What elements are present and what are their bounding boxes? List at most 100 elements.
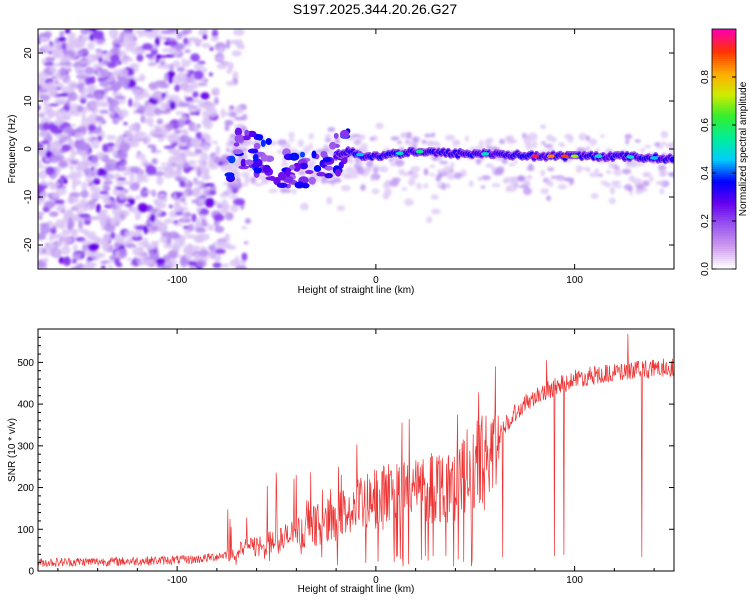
spectrogram-noise-cell	[106, 174, 114, 180]
spectrogram-noise-cell	[122, 172, 130, 176]
spectrogram-noise-cell	[192, 125, 199, 133]
spectrogram-halo-cell	[250, 176, 257, 185]
spectrogram-noise-cell	[104, 223, 116, 233]
spectrogram-noise-cell	[143, 107, 154, 117]
spectrogram-noise-cell	[101, 242, 111, 252]
spectrogram-noise-cell	[135, 258, 140, 264]
spectrogram-noise-cell	[116, 68, 129, 77]
spectrogram-noise-cell	[136, 53, 144, 62]
spectrogram-noise-cell	[77, 105, 84, 113]
spectrogram-noise-cell	[181, 207, 189, 211]
spectrogram-halo-cell	[254, 182, 262, 187]
spectrogram-ridge-blob	[334, 168, 342, 177]
spectrogram-halo-cell	[625, 138, 630, 145]
spectrogram-noise-cell	[67, 196, 77, 205]
spectrogram-halo-cell	[600, 134, 605, 138]
colorbar-step	[712, 221, 736, 224]
spectrogram-noise-cell	[51, 193, 61, 198]
colorbar-step	[712, 253, 736, 256]
spectrogram-y-ticks: -20 -10 0 10 20	[23, 47, 674, 252]
spectrogram-noise-cell	[167, 148, 175, 154]
colorbar-step	[712, 61, 736, 64]
spectrogram-noise-cell	[99, 109, 109, 115]
spectrogram-halo-cell	[485, 163, 494, 168]
spectrogram-noise-cell	[56, 165, 62, 171]
colorbar-step	[712, 229, 736, 232]
spectrogram-halo-cell	[277, 139, 288, 146]
spectrogram-noise-cell	[61, 236, 73, 244]
spectrogram-noise-cell	[208, 156, 215, 167]
spectrogram-noise-cell	[45, 243, 56, 251]
spectrogram-noise-cell	[69, 192, 81, 198]
spectrogram-noise-cell	[52, 119, 64, 126]
spectrogram-halo-cell	[613, 168, 623, 176]
spectrogram-noise-cell	[192, 91, 199, 98]
spectrogram-halo-cell	[370, 177, 376, 182]
colorbar-step	[712, 227, 736, 230]
colorbar-step	[712, 257, 736, 260]
colorbar-step	[712, 151, 736, 154]
spectrogram-noise-cell	[220, 204, 229, 215]
spectrogram-noise-cell	[203, 183, 215, 187]
spectrogram-noise-cell	[122, 209, 130, 218]
spectrogram-noise-cell	[137, 241, 150, 246]
spectrogram-halo-cell	[224, 111, 230, 117]
spectrogram-ridge-blob	[338, 161, 344, 169]
spectrogram-halo-cell	[660, 141, 667, 146]
spectrogram-noise-cell	[168, 156, 177, 165]
spectrogram-ridge-blob	[224, 172, 235, 178]
colorbar-step	[712, 37, 736, 40]
spectrogram-noise-cell	[140, 162, 152, 166]
spectrogram-ridge-blob	[294, 181, 305, 189]
spectrogram-noise-cell	[168, 259, 178, 268]
spectrogram-noise-cell	[38, 249, 43, 256]
spectrogram-noise-cell	[51, 91, 59, 95]
spectrogram-noise-cell	[164, 72, 169, 82]
spectrogram-noise-cell	[87, 243, 99, 252]
spectrogram-noise-cell	[203, 173, 209, 181]
spectrogram-noise-cell	[95, 48, 102, 53]
spectrogram-noise-cell	[59, 93, 69, 97]
spectrogram-noise-cell	[201, 189, 206, 196]
spectrogram-ridge-blob	[339, 129, 350, 139]
spectrogram-noise-cell	[156, 118, 164, 125]
spectrogram-halo-cell	[390, 136, 400, 141]
spectrogram-noise-cell	[134, 211, 142, 219]
spectrogram-noise-cell	[95, 168, 108, 177]
spectrogram-noise-cell	[38, 173, 42, 177]
spectrogram-noise-cell	[67, 137, 73, 145]
colorbar-step	[712, 217, 736, 220]
spectrogram-halo-cell	[659, 188, 665, 195]
spectrogram-noise-cell	[193, 70, 204, 80]
spectrogram-noise-cell	[87, 124, 96, 132]
spectrogram-halo-cell	[479, 139, 484, 147]
spectrogram-halo-cell	[401, 187, 408, 191]
spectrogram-halo-cell	[227, 183, 234, 189]
spectrogram-noise-cell	[176, 72, 188, 82]
colorbar-step	[712, 139, 736, 142]
spectrogram-ridge-blob	[313, 165, 322, 172]
spectrogram-noise-cell	[103, 180, 113, 185]
spectrogram-noise-cell	[98, 101, 107, 108]
spectrogram-noise-cell	[151, 158, 158, 165]
spectrogram-noise-cell	[124, 230, 135, 238]
spectrogram-ridge-blob	[316, 171, 326, 177]
spectrogram-noise-cell	[144, 29, 154, 32]
spectrogram-x-ticks: -100 0 100	[167, 29, 583, 286]
spectrogram-halo-cell	[541, 141, 546, 145]
spectrogram-halo-cell	[429, 173, 436, 177]
spectrogram-noise-cell	[135, 153, 146, 160]
spectrogram-x-tick-label: 100	[566, 275, 583, 286]
spectrogram-halo-cell	[445, 134, 455, 141]
spectrogram-noise-cell	[131, 235, 143, 241]
colorbar-step	[712, 213, 736, 216]
colorbar-step	[712, 31, 736, 34]
colorbar-step	[712, 145, 736, 148]
spectrogram-noise-cell	[51, 226, 57, 230]
spectrogram-y-tick-label: 20	[23, 47, 34, 59]
spectrogram-halo-cell	[648, 176, 654, 182]
spectrogram-noise-cell	[54, 199, 65, 205]
spectrogram-noise-cell	[54, 51, 61, 58]
spectrogram-noise-cell	[129, 68, 134, 75]
